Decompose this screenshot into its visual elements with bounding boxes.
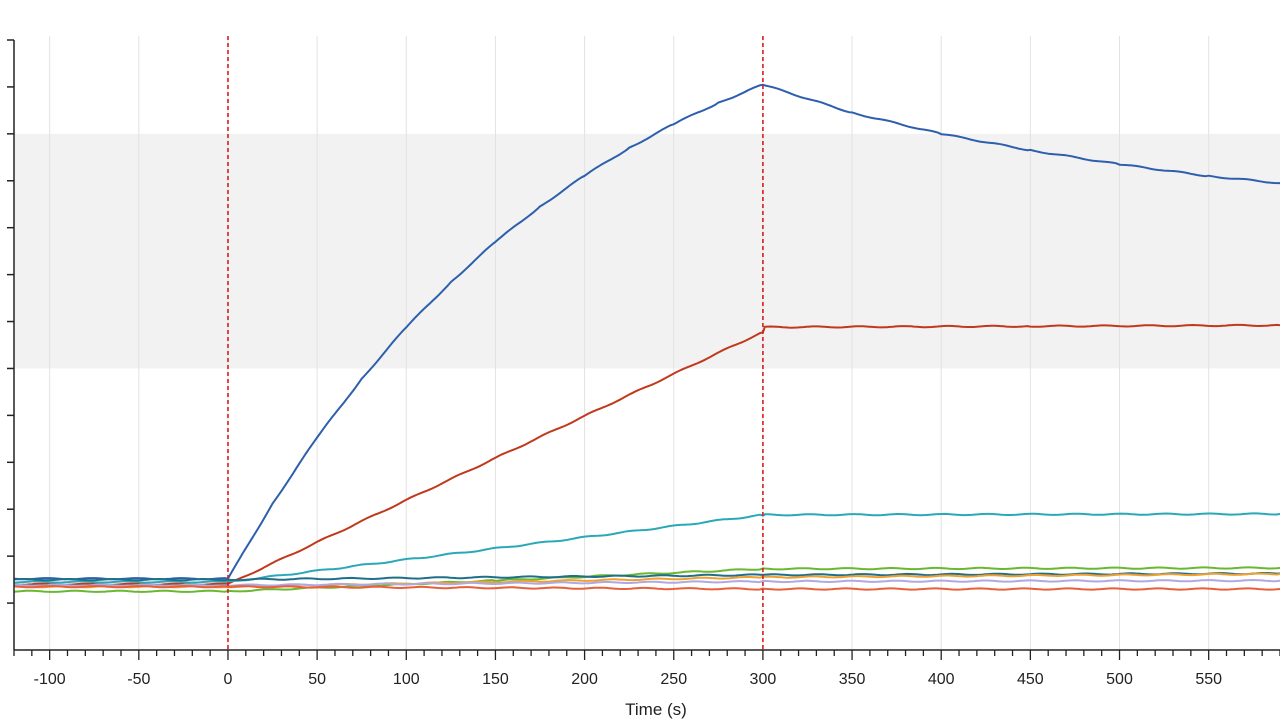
gridline-layer xyxy=(49,36,1210,650)
x-tick-label: -50 xyxy=(127,671,150,688)
x-tick-label: 50 xyxy=(308,671,326,688)
series-line-2 xyxy=(13,323,1280,586)
x-tick-label: 500 xyxy=(1106,671,1133,688)
series-layer xyxy=(13,83,1280,593)
x-tick-label: 0 xyxy=(224,671,233,688)
x-tick-label: -100 xyxy=(34,671,66,688)
shaded-band-layer xyxy=(15,133,1280,369)
x-tick-label: 150 xyxy=(482,671,509,688)
axis-layer: -100 -50 0 50 100 150 200 250 300 350 400 450 500 550 xyxy=(7,39,1280,688)
x-tick-label: 550 xyxy=(1195,671,1222,688)
series-line-4 xyxy=(13,566,1280,593)
x-tick-label: 350 xyxy=(839,671,866,688)
x-tick-label: 100 xyxy=(393,671,420,688)
x-tick-label: 200 xyxy=(571,671,598,688)
x-tick-label: 300 xyxy=(750,671,777,688)
x-axis-title: Time (s) xyxy=(625,700,687,719)
x-tick-label: 450 xyxy=(1017,671,1044,688)
series-line-8 xyxy=(13,585,1280,591)
event-line-layer xyxy=(227,36,764,650)
series-line-3 xyxy=(13,512,1280,584)
shaded-band xyxy=(15,133,1280,369)
x-tick-label: 250 xyxy=(660,671,687,688)
x-tick-label: 400 xyxy=(928,671,955,688)
